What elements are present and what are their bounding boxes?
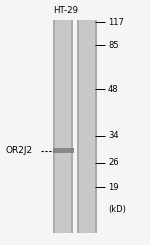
Text: 117: 117 bbox=[108, 18, 124, 26]
Text: (kD): (kD) bbox=[108, 205, 126, 214]
Bar bbox=[79, 20, 95, 233]
Bar bbox=[55, 20, 71, 233]
Text: 19: 19 bbox=[108, 183, 119, 192]
Text: HT-29: HT-29 bbox=[53, 6, 78, 15]
Text: 34: 34 bbox=[108, 132, 119, 140]
Bar bbox=[77, 20, 97, 233]
Bar bbox=[53, 20, 73, 233]
Text: 26: 26 bbox=[108, 159, 119, 167]
Text: 85: 85 bbox=[108, 41, 119, 50]
Text: OR2J2: OR2J2 bbox=[6, 146, 33, 155]
Bar bbox=[53, 148, 74, 153]
Text: 48: 48 bbox=[108, 85, 119, 94]
